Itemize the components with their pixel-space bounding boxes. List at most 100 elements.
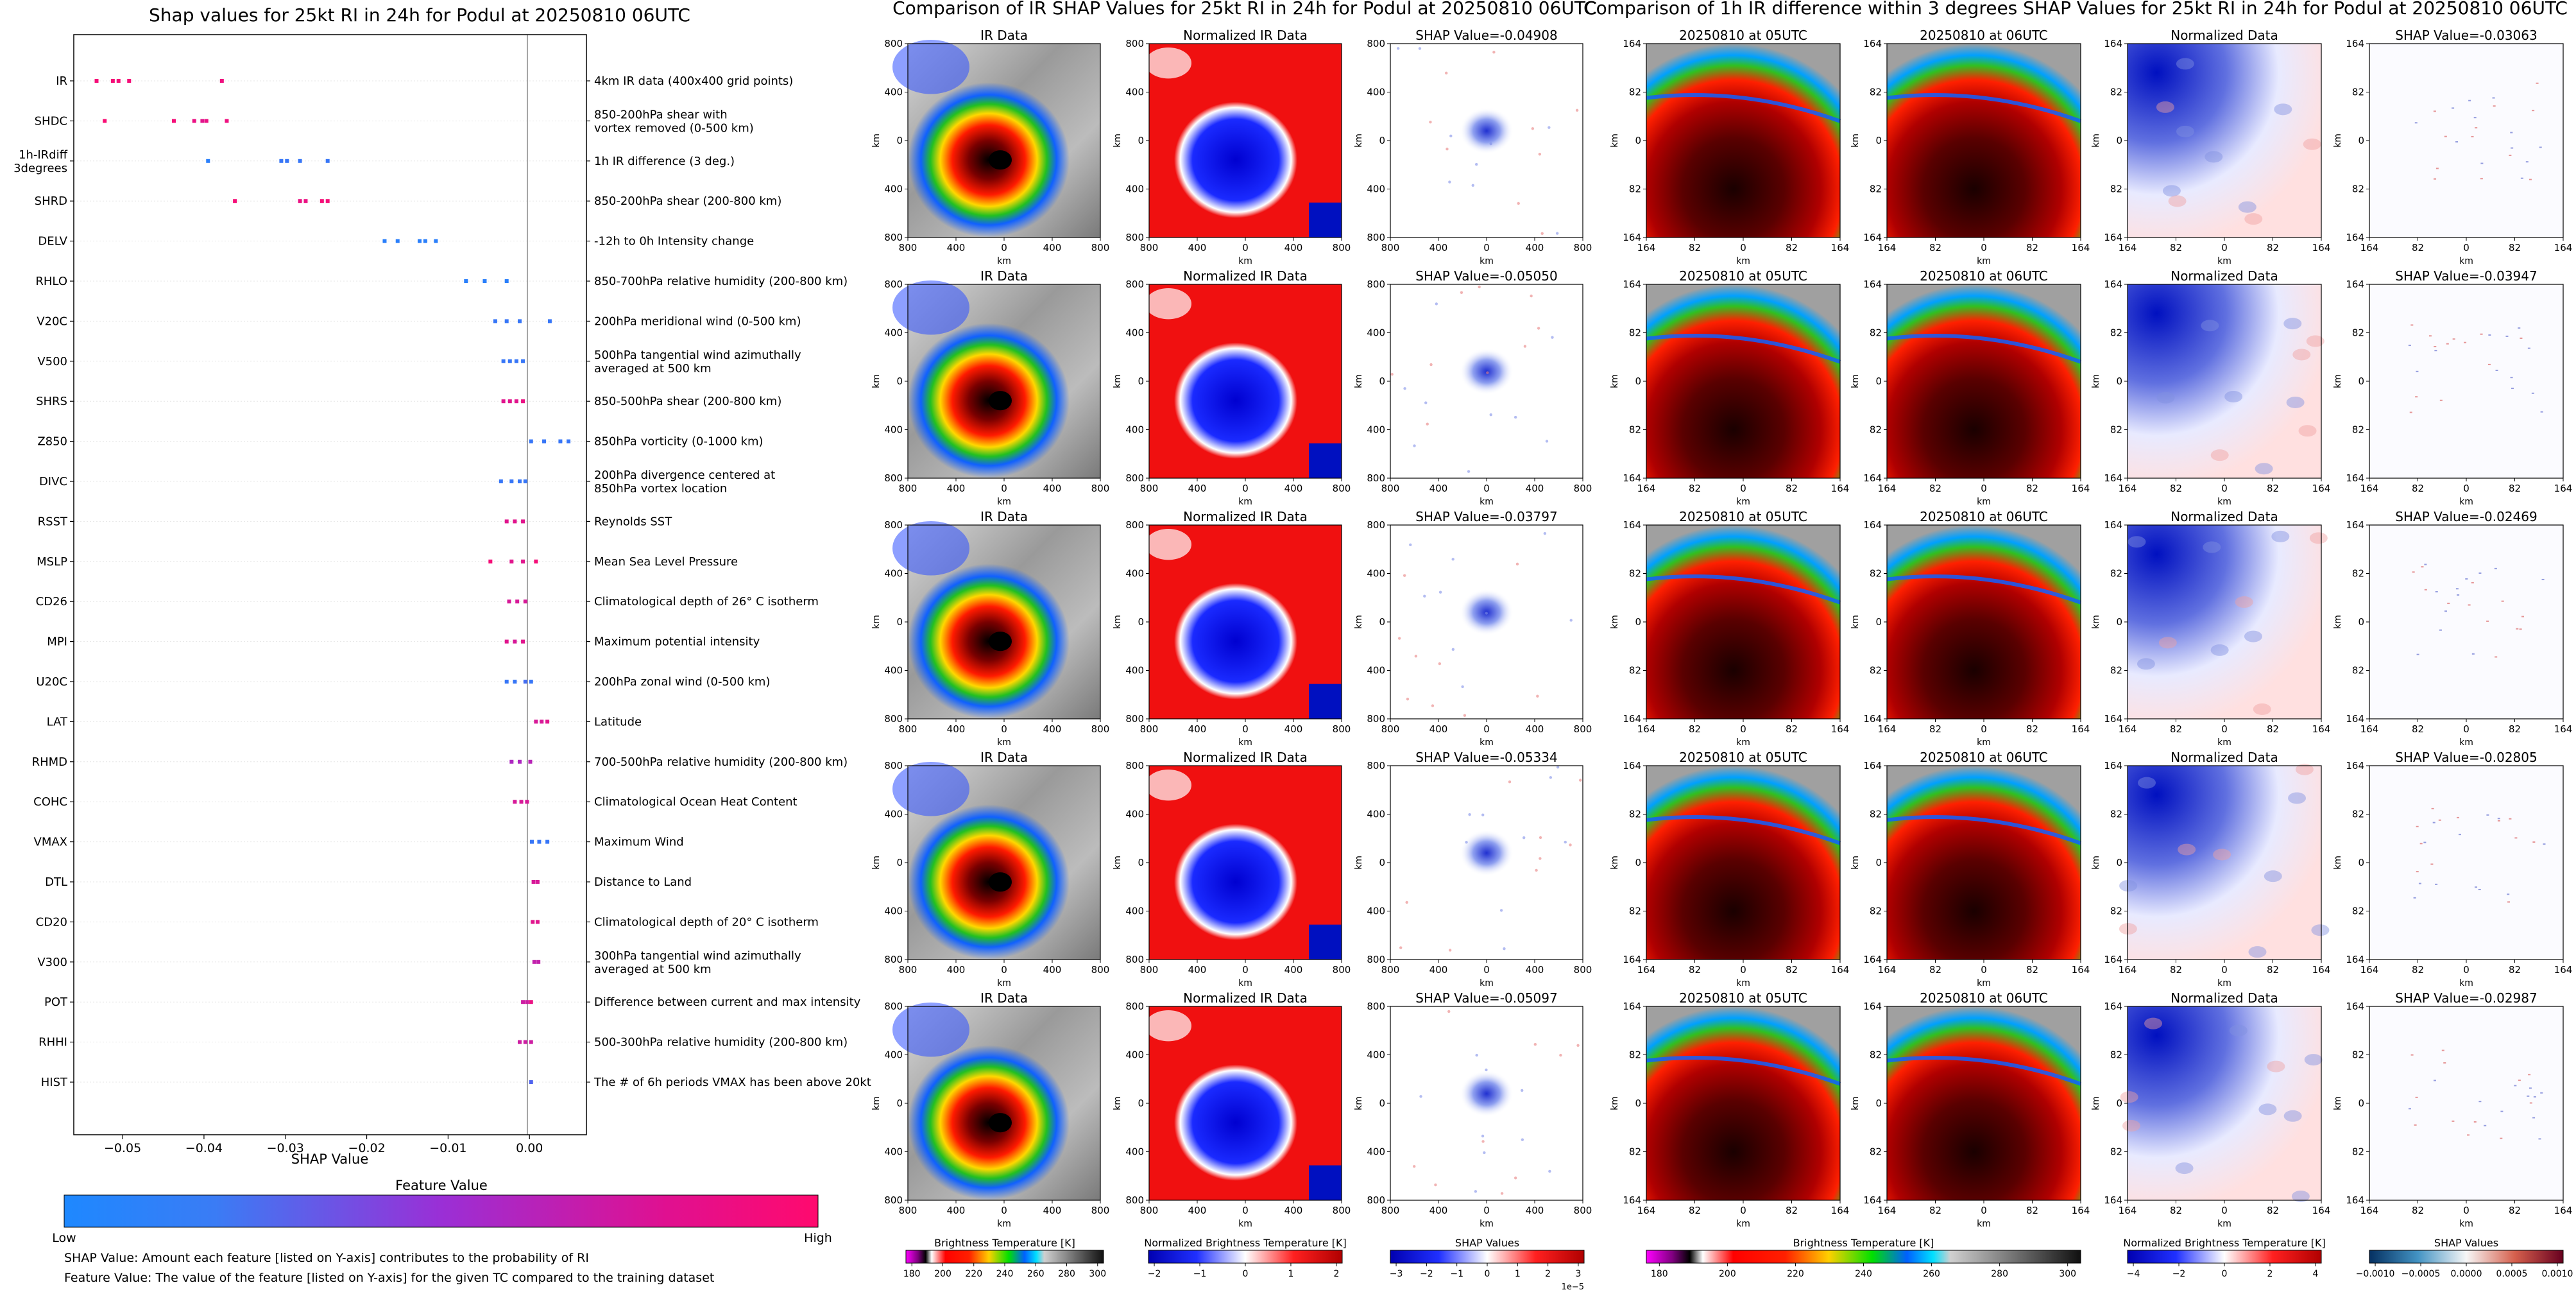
shap-speckle <box>1409 543 1412 547</box>
shap-point <box>534 719 538 724</box>
x-tick-label: 164 <box>1831 483 1850 494</box>
shap-streak <box>2443 1062 2446 1064</box>
colorbar-tick-label: −4 <box>2127 1269 2140 1279</box>
y-tick-label: 82 <box>2352 327 2364 339</box>
y-tick-label: 82 <box>2110 1146 2122 1158</box>
panel-ylabel: km <box>2333 374 2343 388</box>
x-tick-label: 0 <box>1242 964 1249 976</box>
norm-corner <box>1309 202 1342 237</box>
shap-streak <box>2494 567 2497 569</box>
y-tick-label: 400 <box>1367 809 1385 820</box>
zoom-ir-field <box>1887 766 2081 960</box>
x-tick-label: 164 <box>1637 1205 1656 1216</box>
shap-point <box>482 279 487 283</box>
x-tick-label: 82 <box>1929 1205 1941 1216</box>
shap-streak <box>2520 337 2523 339</box>
shap-streak <box>2433 1080 2436 1081</box>
y-tick-label: 164 <box>2346 1194 2364 1206</box>
shap-point <box>513 680 517 684</box>
shap-streak <box>2423 841 2427 843</box>
y-tick-label: 800 <box>1125 279 1144 290</box>
y-tick-label: 400 <box>884 1146 903 1158</box>
shap-speckle <box>1451 648 1455 651</box>
y-tick-label: 0 <box>1379 616 1385 628</box>
y-tick-label: 164 <box>1863 760 1882 771</box>
shap-streak <box>2433 110 2436 112</box>
shap-speckle <box>1545 440 1549 443</box>
colorbar-tick-label: 200 <box>1719 1269 1736 1279</box>
y-tick-label: 400 <box>1367 184 1385 195</box>
y-tick-label: 800 <box>1125 519 1144 531</box>
shap-speckle <box>1445 71 1448 75</box>
shap-streak <box>2500 1110 2503 1112</box>
shap-streak <box>2532 1117 2536 1119</box>
panel-ylabel: km <box>2091 1096 2101 1110</box>
x-tick-label: 164 <box>2360 723 2379 735</box>
feature-description: 200hPa meridional wind (0-500 km) <box>594 314 801 328</box>
feature-description: 500hPa tangential wind azimuthally averag… <box>594 349 801 375</box>
panel-title: 20250810 at 05UTC <box>1679 268 1807 284</box>
y-tick-label: 400 <box>884 87 903 98</box>
x-tick-label: 164 <box>2312 1205 2331 1216</box>
panel-ylabel: km <box>1610 374 1620 388</box>
panel-ylabel: km <box>1610 1096 1620 1110</box>
feature-description: 200hPa zonal wind (0-500 km) <box>594 675 771 689</box>
shap-summary-chart: Shap values for 25kt RI in 24h for Podul… <box>13 4 871 1285</box>
y-tick-label: 82 <box>1870 184 1882 195</box>
y-tick-label: 164 <box>1863 472 1882 484</box>
norm-cloud <box>1145 529 1191 560</box>
shap-speckle <box>1539 836 1542 840</box>
norm-blob <box>2144 1017 2163 1029</box>
irdiff-colorbars: Brightness Temperature [K]180 200 220 240 26… <box>1646 1237 2573 1279</box>
y-tick-label: 400 <box>884 184 903 195</box>
shap-point <box>545 719 550 724</box>
colorbar-tick-label: 220 <box>965 1269 982 1279</box>
shap-point <box>200 119 205 123</box>
irdiff-shap-comparison: Comparison of 1h IR difference within 3 … <box>1583 0 2573 1279</box>
x-tick-label: 800 <box>1381 964 1400 976</box>
colorbar-tick-label: 260 <box>1923 1269 1940 1279</box>
shap-point <box>508 359 512 363</box>
feature-name: V500 <box>37 355 67 368</box>
shap-streak <box>2452 107 2455 109</box>
y-tick-label: 400 <box>884 809 903 820</box>
y-tick-label: 82 <box>2110 809 2122 820</box>
panel-ylabel: km <box>1610 134 1620 148</box>
panel-xlabel: km <box>1480 1219 1494 1229</box>
shap-point <box>535 880 540 884</box>
shap-streak <box>2488 334 2491 336</box>
shap-point <box>518 1040 522 1044</box>
cloud-edge <box>1646 574 1841 605</box>
panel-xlabel: km <box>2217 497 2231 507</box>
shap-streak <box>2416 370 2419 372</box>
y-tick-label: 0 <box>1875 616 1882 628</box>
feature-name: VMAX <box>34 836 68 849</box>
x-tick-label: 400 <box>1284 483 1303 494</box>
norm-blob <box>2201 320 2219 332</box>
norm-blob <box>2178 843 2196 856</box>
y-tick-label: 800 <box>1125 760 1144 771</box>
zoom-ir-field <box>1887 525 2081 719</box>
norm-blob <box>2244 213 2263 225</box>
panel-xlabel: km <box>2217 256 2231 266</box>
y-tick-label: 400 <box>1367 87 1385 98</box>
zoom-ir-field <box>1887 1006 2081 1200</box>
panel-xlabel: km <box>2459 1219 2473 1229</box>
x-tick-label: −0.02 <box>348 1141 385 1155</box>
colorbar-tick-label: 0 <box>1243 1269 1249 1279</box>
shap-streak <box>2467 1134 2470 1136</box>
y-tick-label: 800 <box>1125 954 1144 965</box>
feature-description: The # of 6h periods VMAX has been above … <box>593 1076 871 1089</box>
x-tick-label: 82 <box>2170 483 2182 494</box>
y-tick-label: 0 <box>896 857 903 868</box>
x-tick-label: 400 <box>947 242 966 254</box>
panel-title: SHAP Value=-0.05050 <box>1415 268 1557 284</box>
y-tick-label: 82 <box>2352 809 2364 820</box>
shap-speckle <box>1489 142 1492 146</box>
x-tick-label: 164 <box>2119 964 2137 976</box>
feature-description: Climatological depth of 20° C isotherm <box>594 915 819 929</box>
shap-streak <box>2518 327 2521 329</box>
shap-point <box>464 279 468 283</box>
